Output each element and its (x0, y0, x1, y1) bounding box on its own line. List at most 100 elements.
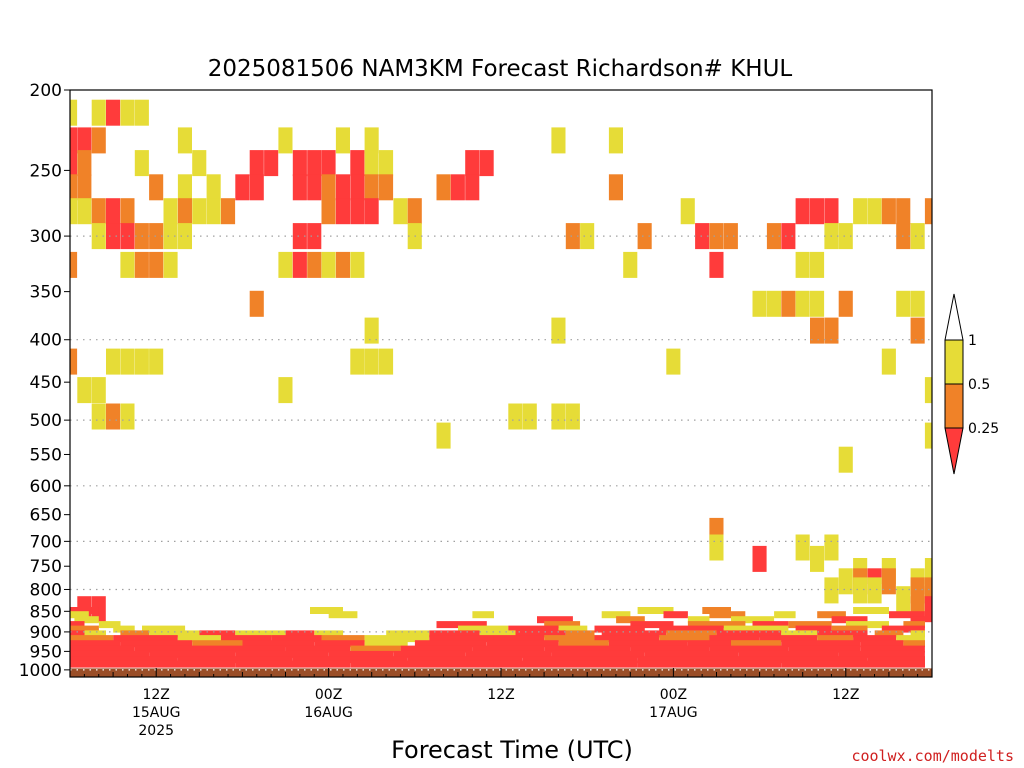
ri-cell (106, 348, 121, 375)
pbl-cell (637, 660, 782, 668)
pbl-cell (479, 630, 516, 638)
ri-cell (910, 317, 925, 344)
x-tick-label: 12Z (832, 687, 859, 703)
y-tick-label: 250 (30, 161, 62, 181)
pbl-cell (731, 640, 782, 648)
ri-cell (810, 545, 825, 572)
pbl-cell (285, 645, 351, 653)
ri-cell (350, 198, 365, 225)
pbl-cell (663, 611, 688, 619)
ri-cell (134, 150, 149, 177)
ri-cell (350, 174, 365, 201)
ri-cell (565, 223, 580, 250)
ri-cell (278, 127, 293, 154)
ri-cell (249, 150, 264, 177)
ri-cell (407, 198, 422, 225)
ri-cell (910, 290, 925, 317)
ri-cell (853, 577, 868, 604)
colorbar: 1 0.5 0.25 (944, 293, 999, 475)
ri-cells (70, 99, 932, 623)
pbl-cell (544, 635, 595, 643)
x-tick-label: 00Z (315, 687, 342, 703)
pbl-cell (544, 645, 631, 653)
pbl-cell (235, 660, 351, 668)
y-axis: 200 250 300 350 400 450 500 550 600 650 700 750 8008… (19, 81, 70, 681)
colorbar-cap-top (944, 293, 964, 341)
ri-cell (565, 403, 580, 430)
ri-cell (680, 198, 695, 225)
pressure-gridlines (70, 235, 932, 671)
pbl-cell (221, 645, 286, 653)
ri-cell (335, 251, 350, 278)
pbl-cell (709, 611, 746, 619)
pbl-cell (515, 630, 566, 638)
pbl-cell (328, 650, 394, 658)
pbl-cell (637, 607, 674, 614)
pbl-cell (903, 621, 925, 629)
ri-cell (350, 251, 365, 278)
pbl-cell (429, 630, 480, 638)
pbl-cell (659, 635, 710, 643)
pbl-cell (601, 630, 667, 638)
pbl-cell (472, 611, 494, 619)
ri-cell (379, 348, 394, 375)
ri-cell (206, 174, 221, 201)
y-tick-label: 750 (30, 557, 62, 577)
pbl-cell (853, 635, 897, 643)
ri-cell (335, 174, 350, 201)
pbl-cell (551, 650, 645, 658)
y-tick-label: 950 (30, 642, 62, 662)
ri-cell (91, 127, 106, 154)
ri-cell (149, 223, 164, 250)
ri-cell (364, 198, 379, 225)
pbl-cell (70, 630, 85, 638)
ri-cell (924, 377, 932, 404)
ri-cell (709, 534, 724, 561)
pbl-cell (242, 640, 315, 648)
pbl-cell (350, 660, 494, 668)
ri-cell (91, 403, 106, 430)
pbl-cell (177, 635, 221, 643)
pbl-cell (314, 630, 344, 638)
pbl-cell (149, 630, 200, 638)
ri-cell (379, 174, 394, 201)
ri-cell (896, 586, 911, 613)
source-credit[interactable]: coolwx.com/modelts (851, 747, 1014, 765)
ri-cell (70, 251, 78, 278)
ri-cell (307, 223, 322, 250)
ri-cell (106, 99, 121, 126)
pbl-cell (881, 625, 925, 633)
ri-cell (781, 223, 796, 250)
pbl-cell (838, 650, 925, 658)
ri-cell (551, 127, 566, 154)
pbl-cell (177, 656, 293, 664)
pbl-cell (70, 621, 85, 629)
pbl-cell (271, 635, 322, 643)
ri-cell (810, 290, 825, 317)
pbl-cell (493, 660, 638, 668)
pbl-cell (659, 625, 724, 633)
pbl-cell (845, 621, 889, 629)
pbl-cell (817, 611, 846, 619)
ri-cell (551, 403, 566, 430)
pbl-cell (831, 616, 868, 624)
ri-cell (192, 150, 207, 177)
ri-cell (192, 198, 207, 225)
pbl-cell (565, 630, 595, 638)
colorbar-bin (944, 383, 964, 429)
ri-cell (881, 568, 896, 595)
pbl-cell (781, 660, 925, 668)
ri-cell (824, 534, 839, 561)
ri-cell (924, 422, 932, 449)
pbl-cell (98, 621, 121, 629)
x-tick-label: 2025 (138, 723, 174, 739)
pbl-cell (508, 625, 559, 633)
ri-cell (321, 150, 336, 177)
ri-cell (824, 317, 839, 344)
pbl-cell (687, 616, 710, 624)
pbl-cell (860, 645, 925, 653)
pbl-cell (616, 616, 645, 624)
x-tick-label: 12Z (142, 687, 169, 703)
ri-cell (106, 223, 121, 250)
